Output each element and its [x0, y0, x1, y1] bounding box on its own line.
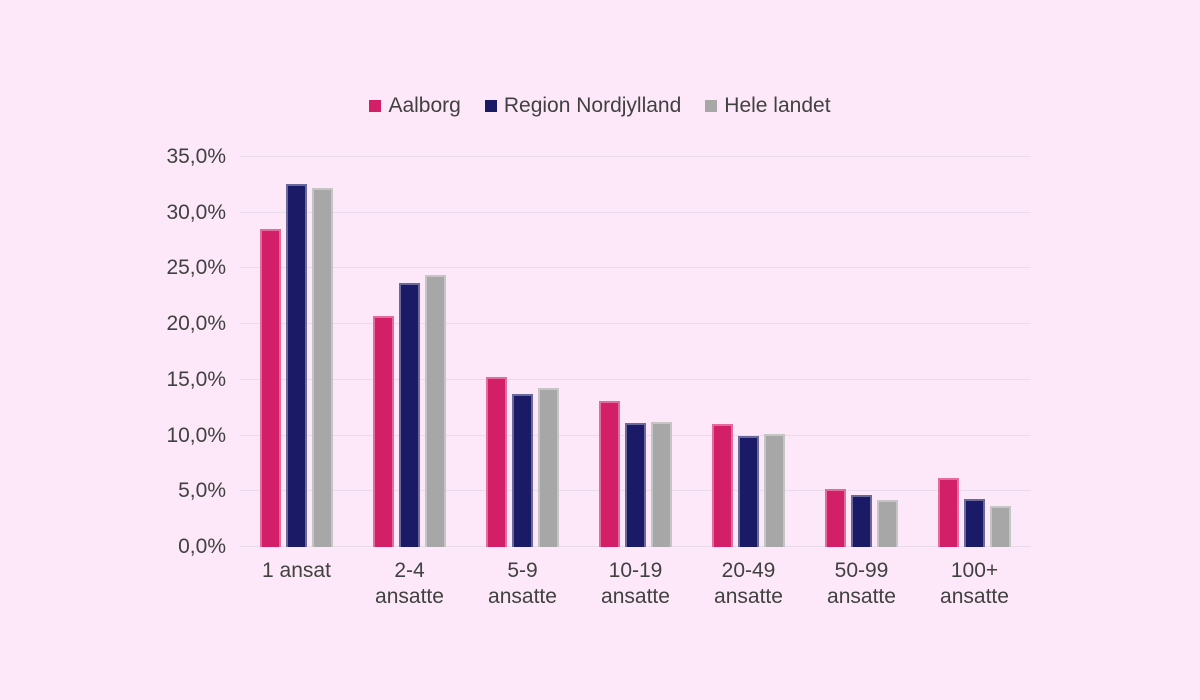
- x-axis-category-label: 1 ansat: [262, 559, 331, 582]
- legend-swatch-icon: [369, 100, 382, 112]
- legend-swatch-icon: [484, 100, 497, 112]
- bar-aalborg: [260, 229, 281, 547]
- gridline: [240, 323, 1031, 325]
- legend-label: Region Nordjylland: [503, 94, 682, 117]
- y-axis-tick-label: 10,0%: [166, 423, 226, 447]
- bar-aalborg: [599, 401, 620, 547]
- bar-region-nordjylland: [512, 394, 533, 547]
- bar-group: [805, 157, 918, 547]
- x-axis-category-label: 10-19 ansatte: [601, 559, 670, 608]
- bar-region-nordjylland: [738, 435, 759, 547]
- legend-item-region-nordjylland: Region Nordjylland: [484, 94, 682, 118]
- gridline: [240, 378, 1031, 380]
- bar-hele-landet: [312, 188, 333, 547]
- y-axis-tick-label: 35,0%: [166, 145, 226, 168]
- x-axis-category-label: 2-4 ansatte: [375, 559, 444, 608]
- x-axis-category-label: 50-99 ansatte: [827, 559, 896, 608]
- bar-region-nordjylland: [286, 183, 307, 547]
- gridline: [240, 267, 1031, 269]
- bar-group: [466, 157, 579, 547]
- bar-region-nordjylland: [964, 499, 985, 547]
- legend-swatch-icon: [705, 100, 718, 112]
- bar-group: [918, 157, 1031, 547]
- bar-hele-landet: [877, 500, 898, 547]
- gridline: [240, 156, 1031, 157]
- bar-hele-landet: [990, 505, 1011, 547]
- bar-hele-landet: [538, 387, 559, 547]
- gridline: [240, 211, 1031, 213]
- legend-label: Aalborg: [388, 94, 461, 117]
- bar-aalborg: [938, 477, 959, 547]
- y-axis-tick-label: 25,0%: [166, 256, 226, 280]
- y-axis-tick-label: 30,0%: [166, 200, 226, 224]
- bar-aalborg: [486, 376, 507, 547]
- y-axis-labels: 0,0% 5,0% 10,0% 15,0% 20,0% 25,0% 30,0% 35,0%: [96, 145, 226, 558]
- bar-region-nordjylland: [399, 282, 420, 547]
- chart-legend: Aalborg Region Nordjylland Hele landet: [0, 94, 1200, 118]
- legend-item-hele-landet: Hele landet: [705, 94, 831, 118]
- legend-label: Hele landet: [724, 94, 831, 117]
- legend-item-aalborg: Aalborg: [369, 94, 461, 118]
- bar-groups: [240, 157, 1031, 547]
- x-axis-category-label: 100+ ansatte: [940, 559, 1009, 608]
- bar-group: [240, 157, 353, 547]
- bar-aalborg: [825, 489, 846, 547]
- plot-area: [240, 156, 1031, 547]
- bar-aalborg: [712, 424, 733, 547]
- y-axis-tick-label: 5,0%: [178, 479, 226, 503]
- x-axis-category-label: 20-49 ansatte: [714, 559, 783, 608]
- bar-group: [692, 157, 805, 547]
- y-axis-tick-label: 0,0%: [178, 535, 226, 558]
- bar-region-nordjylland: [851, 494, 872, 547]
- x-axis-labels: 1 ansat 2-4 ansatte 5-9 ansatte 10-19 ansat…: [240, 558, 1031, 610]
- bar-hele-landet: [425, 275, 446, 547]
- y-axis-tick-label: 20,0%: [166, 312, 226, 336]
- bar-group: [579, 157, 692, 547]
- bar-group: [353, 157, 466, 547]
- bar-hele-landet: [764, 434, 785, 547]
- bar-hele-landet: [651, 422, 672, 547]
- bar-aalborg: [373, 316, 394, 547]
- x-axis-category-label: 5-9 ansatte: [488, 559, 557, 608]
- y-axis-tick-label: 15,0%: [166, 367, 226, 391]
- bar-region-nordjylland: [625, 423, 646, 547]
